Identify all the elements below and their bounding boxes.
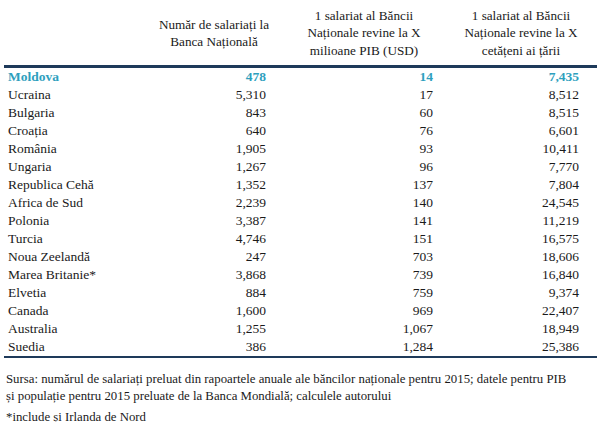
table-row: Moldova478147,435 [4,67,597,87]
central-bank-staff-table: Număr de salariați la Banca Națională 1 … [4,5,597,358]
pib-per-employee-cell: 76 [283,122,445,140]
pib-per-employee-cell: 17 [283,86,445,104]
source-note-line: Sursa: numărul de salariați preluat din … [6,371,593,387]
pib-per-employee-cell: 151 [283,230,445,248]
source-note-line: și populație pentru 2015 preluate de la … [6,388,593,404]
employees-cell: 1,905 [145,140,283,158]
citizens-per-employee-cell: 7,804 [445,176,597,194]
citizens-per-employee-cell: 8,512 [445,86,597,104]
pib-per-employee-cell: 1,284 [283,338,445,357]
citizens-per-employee-cell: 8,515 [445,104,597,122]
employees-cell: 3,387 [145,212,283,230]
country-cell: Bulgaria [4,104,145,122]
country-cell: Ungaria [4,158,145,176]
table-row: Noua Zeelandă24770318,606 [4,248,597,266]
table-row: Ungaria1,267967,770 [4,158,597,176]
employees-cell: 1,267 [145,158,283,176]
table-row: România1,9059310,411 [4,140,597,158]
citizens-per-employee-cell: 18,606 [445,248,597,266]
country-cell: Ucraina [4,86,145,104]
pib-per-employee-cell: 14 [283,67,445,87]
employees-cell: 884 [145,284,283,302]
table-row: Ucraina5,310178,512 [4,86,597,104]
table-row: Africa de Sud2,23914024,545 [4,194,597,212]
citizens-per-employee-cell: 9,374 [445,284,597,302]
table-row: Bulgaria843608,515 [4,104,597,122]
footnote: *include și Irlanda de Nord [6,410,593,422]
country-cell: Suedia [4,338,145,357]
table-row: Elvetia8847599,374 [4,284,597,302]
pib-per-employee-cell: 739 [283,266,445,284]
citizens-per-employee-cell: 16,840 [445,266,597,284]
citizens-per-employee-cell: 24,545 [445,194,597,212]
country-cell: Africa de Sud [4,194,145,212]
table-body: Moldova478147,435Ucraina5,310178,512Bulg… [4,67,597,358]
table-row: Marea Britanie*3,86873916,840 [4,266,597,284]
country-cell: Elvetia [4,284,145,302]
source-note: Sursa: numărul de salariați preluat din … [6,371,593,404]
employees-cell: 1,600 [145,302,283,320]
citizens-per-employee-cell: 7,435 [445,67,597,87]
citizens-per-employee-cell: 7,770 [445,158,597,176]
pib-per-employee-cell: 137 [283,176,445,194]
employees-cell: 478 [145,67,283,87]
employees-cell: 640 [145,122,283,140]
pib-per-employee-cell: 140 [283,194,445,212]
employees-cell: 4,746 [145,230,283,248]
pib-per-employee-cell: 703 [283,248,445,266]
pib-per-employee-cell: 141 [283,212,445,230]
employees-cell: 1,352 [145,176,283,194]
country-cell: România [4,140,145,158]
citizens-per-employee-cell: 22,407 [445,302,597,320]
header-employees: Număr de salariați la Banca Națională [145,5,283,67]
country-cell: Republica Cehă [4,176,145,194]
table-row: Polonia3,38714111,219 [4,212,597,230]
employees-cell: 386 [145,338,283,357]
header-citizens-per-employee: 1 salariat al Băncii Naționale revine la… [445,5,597,67]
citizens-per-employee-cell: 25,386 [445,338,597,357]
employees-cell: 843 [145,104,283,122]
citizens-per-employee-cell: 6,601 [445,122,597,140]
citizens-per-employee-cell: 18,949 [445,320,597,338]
country-cell: Canada [4,302,145,320]
citizens-per-employee-cell: 11,219 [445,212,597,230]
table-row: Australia1,2551,06718,949 [4,320,597,338]
pib-per-employee-cell: 1,067 [283,320,445,338]
pib-per-employee-cell: 759 [283,284,445,302]
table-row: Republica Cehă1,3521377,804 [4,176,597,194]
table-row: Canada1,60096922,407 [4,302,597,320]
pib-per-employee-cell: 60 [283,104,445,122]
pib-per-employee-cell: 969 [283,302,445,320]
table-row: Suedia3861,28425,386 [4,338,597,357]
table-footer: Sursa: numărul de salariați preluat din … [6,371,593,422]
country-cell: Marea Britanie* [4,266,145,284]
country-cell: Noua Zeelandă [4,248,145,266]
header-country [4,5,145,67]
table-page: Număr de salariați la Banca Națională 1 … [0,0,600,422]
pib-per-employee-cell: 93 [283,140,445,158]
employees-cell: 3,868 [145,266,283,284]
citizens-per-employee-cell: 16,575 [445,230,597,248]
country-cell: Moldova [4,67,145,87]
employees-cell: 1,255 [145,320,283,338]
table-row: Turcia4,74615116,575 [4,230,597,248]
country-cell: Polonia [4,212,145,230]
employees-cell: 247 [145,248,283,266]
citizens-per-employee-cell: 10,411 [445,140,597,158]
country-cell: Turcia [4,230,145,248]
country-cell: Croația [4,122,145,140]
header-row: Număr de salariați la Banca Națională 1 … [4,5,597,67]
pib-per-employee-cell: 96 [283,158,445,176]
employees-cell: 5,310 [145,86,283,104]
header-pib-per-employee: 1 salariat al Băncii Naționale revine la… [283,5,445,67]
country-cell: Australia [4,320,145,338]
table-row: Croația640766,601 [4,122,597,140]
employees-cell: 2,239 [145,194,283,212]
